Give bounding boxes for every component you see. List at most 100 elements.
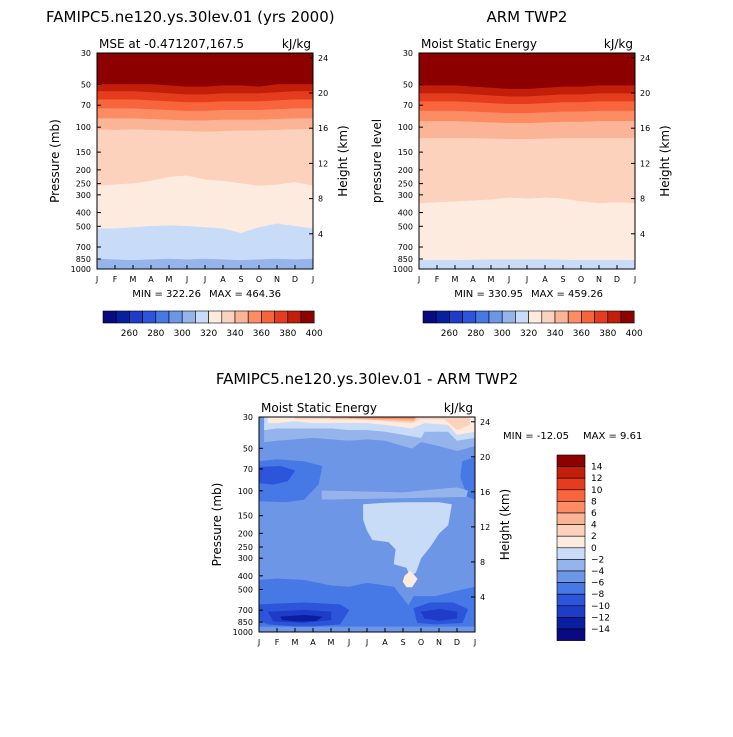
colorbar-label: 380 [599, 329, 616, 339]
colorbar-label: −2 [591, 555, 604, 565]
contour-patch [363, 502, 452, 577]
colorbar-swatch [556, 524, 586, 537]
pressure-tick-label: 400 [238, 572, 253, 581]
colorbar-swatch [556, 559, 586, 572]
colorbar-swatch [115, 310, 130, 324]
month-tick-label: A [148, 275, 154, 284]
contour-patch [280, 614, 323, 622]
month-tick-label: D [614, 275, 620, 284]
colorbar-swatch [221, 310, 236, 324]
colorbar-swatch [556, 617, 586, 630]
month-tick-label: J [525, 275, 528, 284]
pressure-tick-label: 500 [398, 222, 413, 231]
colorbar-label: 280 [147, 329, 164, 339]
contour-fill [96, 52, 314, 270]
colorbar-swatch [475, 310, 490, 324]
colorbar-swatch [208, 310, 223, 324]
height-tick-label: 24 [640, 54, 650, 63]
pressure-tick-label: 150 [398, 148, 413, 157]
colorbar-swatch [556, 547, 586, 560]
height-tick-label: 20 [318, 89, 328, 98]
month-tick-label: D [292, 275, 298, 284]
month-tick-label: N [436, 638, 442, 647]
month-tick-label: O [418, 638, 424, 647]
height-tick-label: 20 [480, 453, 490, 462]
colorbar-label: 300 [494, 329, 511, 339]
colorbar-label: 6 [591, 509, 597, 519]
height-tick-label: 4 [640, 230, 645, 239]
colorbar-swatch [501, 310, 516, 324]
colorbar-label: 320 [200, 329, 217, 339]
colorbar-label: 340 [546, 329, 563, 339]
contour-patch [321, 487, 469, 500]
colorbar-label: 400 [626, 329, 643, 339]
month-tick-label: O [578, 275, 584, 284]
month-tick-label: J [365, 638, 368, 647]
colorbar-swatch [556, 628, 586, 641]
pressure-tick-label: 400 [398, 209, 413, 218]
pressure-tick-label: 70 [243, 465, 253, 474]
colorbar-label: −12 [591, 613, 610, 623]
contour-band [96, 52, 314, 88]
month-tick-label: O [256, 275, 262, 284]
colorbar-label: 260 [441, 329, 458, 339]
pressure-tick-label: 300 [398, 191, 413, 200]
colorbar-swatch [556, 582, 586, 595]
pressure-tick-label: 50 [81, 80, 91, 89]
pressure-tick-label: 850 [398, 255, 413, 264]
colorbar-swatch [556, 454, 586, 467]
height-tick-label: 12 [640, 159, 650, 168]
colorbar-swatch [556, 477, 586, 491]
panel-left-label: Moist Static Energy [261, 401, 377, 415]
pressure-tick-label: 50 [403, 80, 413, 89]
month-tick-label: J [257, 638, 260, 647]
colorbar-label: −14 [591, 625, 610, 635]
panel-title: ARM TWP2 [487, 8, 568, 26]
colorbar-label: 260 [121, 329, 138, 339]
colorbar-swatch [556, 489, 586, 502]
pressure-tick-label: 400 [76, 209, 91, 218]
max-label: MAX = 9.61 [583, 431, 642, 442]
colorbar-swatch [300, 310, 315, 324]
colorbar-label: 2 [591, 532, 597, 542]
contour-fill [258, 416, 476, 633]
y-axis-title: Pressure (mb) [210, 483, 224, 567]
month-tick-label: D [454, 638, 460, 647]
month-tick-label: S [400, 638, 405, 647]
pressure-tick-label: 850 [238, 618, 253, 627]
height-tick-label: 12 [480, 523, 490, 532]
height-tick-label: 24 [318, 54, 328, 63]
difference-panel: 3050701001502002503004005007008501000242… [210, 370, 642, 647]
colorbar-label: 360 [573, 329, 590, 339]
colorbar-swatch [556, 605, 586, 618]
colorbar-model: 260 280 300 320 340 360 380 400 [102, 310, 323, 339]
month-tick-label: J [633, 275, 636, 284]
pressure-tick-label: 30 [403, 49, 413, 58]
contour-band [418, 197, 636, 261]
colorbar-swatch [515, 310, 529, 324]
panel-units-label: kJ/kg [444, 401, 473, 415]
month-tick-label: F [113, 275, 118, 284]
month-tick-label: S [560, 275, 565, 284]
y-axis-title: pressure level [370, 119, 384, 203]
pressure-tick-label: 700 [398, 243, 413, 252]
month-tick-label: F [275, 638, 280, 647]
pressure-tick-label: 70 [81, 101, 91, 110]
month-tick-label: M [328, 638, 335, 647]
colorbar-swatch [142, 310, 157, 324]
month-tick-label: M [166, 275, 173, 284]
colorbar-label: 4 [591, 521, 597, 531]
contour-band [418, 121, 636, 140]
colorbar-swatch [168, 310, 183, 324]
colorbar-label: 0 [591, 544, 597, 554]
colorbar-label: −10 [591, 602, 610, 612]
pressure-tick-label: 500 [238, 586, 253, 595]
y-axis-title: Pressure (mb) [48, 119, 62, 203]
colorbar-label: 400 [306, 329, 323, 339]
month-tick-label: J [473, 638, 476, 647]
pressure-tick-label: 100 [238, 487, 253, 496]
month-tick-label: M [452, 275, 459, 284]
